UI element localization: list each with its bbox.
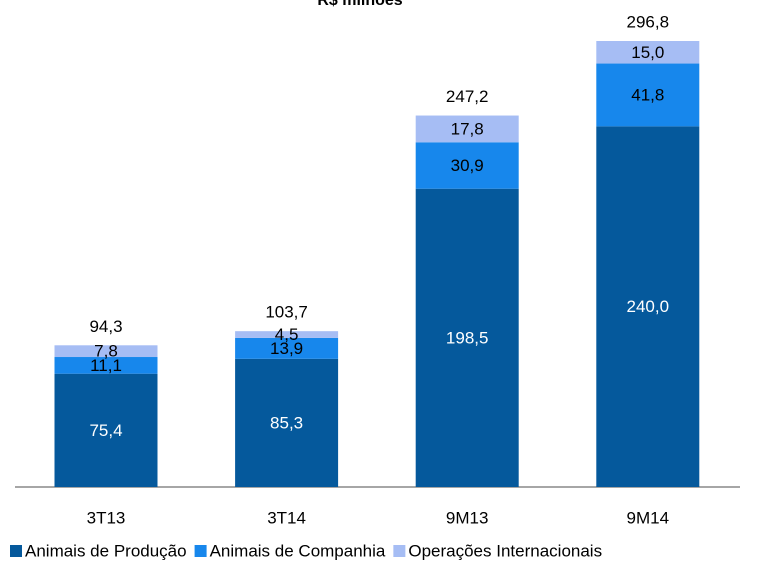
x-tick-label: 3T13 xyxy=(87,508,126,527)
legend-swatch xyxy=(194,545,207,557)
bar-segment xyxy=(54,357,158,374)
value-label: 41,8 xyxy=(631,85,664,104)
bar-segment xyxy=(54,373,158,487)
value-label: 85,3 xyxy=(270,413,303,432)
bar-segment xyxy=(596,41,700,64)
bar-segment xyxy=(415,142,519,189)
value-label: 7,8 xyxy=(94,342,118,361)
chart-title: R$ milhões xyxy=(317,0,402,9)
bar-segment xyxy=(54,345,158,358)
value-label: 198,5 xyxy=(446,328,489,347)
x-tick-label: 9M13 xyxy=(446,508,489,527)
bar-segment xyxy=(235,337,339,359)
value-label: 30,9 xyxy=(451,156,484,175)
total-label: 247,2 xyxy=(446,87,489,106)
bar-segment xyxy=(235,331,339,338)
value-label: 17,8 xyxy=(451,119,484,138)
bar-segment xyxy=(596,63,700,127)
value-label: 75,4 xyxy=(89,421,122,440)
bar-segment xyxy=(415,188,519,487)
total-label: 296,8 xyxy=(627,12,670,31)
value-label: 13,9 xyxy=(270,339,303,358)
legend-label: Animais de Companhia xyxy=(210,541,386,560)
value-label: 240,0 xyxy=(627,297,670,316)
bar-segment xyxy=(235,358,339,487)
legend-swatch xyxy=(393,545,406,557)
value-label: 4,5 xyxy=(275,325,299,344)
value-label: 15,0 xyxy=(631,43,664,62)
legend-label: Animais de Produção xyxy=(25,541,187,560)
bar-segment xyxy=(596,126,700,488)
total-label: 94,3 xyxy=(89,317,122,336)
x-tick-label: 9M14 xyxy=(627,508,670,527)
value-label: 11,1 xyxy=(90,356,122,375)
total-label: 103,7 xyxy=(265,303,308,322)
bar-segment xyxy=(415,115,519,143)
x-tick-label: 3T14 xyxy=(267,508,306,527)
legend-swatch xyxy=(10,545,22,557)
legend-label: Operações Internacionais xyxy=(408,541,602,560)
